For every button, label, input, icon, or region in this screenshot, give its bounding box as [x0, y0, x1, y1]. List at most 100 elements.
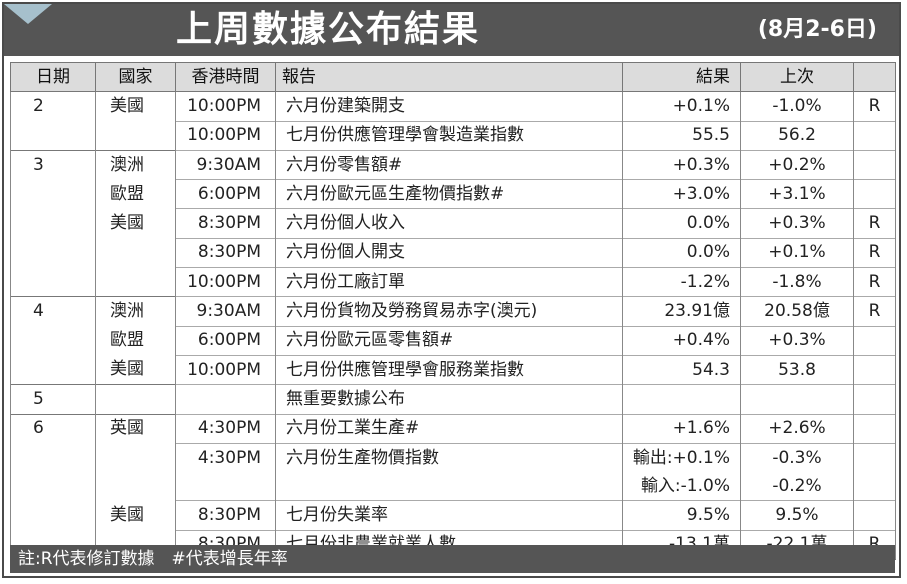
cell-date — [10, 355, 96, 385]
cell-previous — [740, 384, 854, 415]
cell-date: 6 — [10, 413, 96, 444]
cell-country — [95, 443, 176, 473]
cell-result: 輸出:+0.1% — [622, 442, 741, 473]
cell-revised — [853, 442, 896, 473]
table-row: 輸入:-1.0% -0.2% — [10, 472, 896, 501]
cell-date — [10, 326, 96, 356]
cell-country — [95, 384, 176, 415]
cell-time: 8:30PM — [175, 500, 276, 531]
cell-date — [10, 267, 96, 297]
cell-date — [10, 443, 96, 473]
cell-revised — [853, 384, 896, 415]
table-row: 4:30PM 六月份生產物價指數 輸出:+0.1% -0.3% — [10, 442, 896, 473]
cell-revised: R — [853, 267, 896, 297]
cell-revised — [853, 354, 896, 385]
cell-time: 4:30PM — [175, 413, 276, 444]
table-row: 2 美國 10:00PM 六月份建築開支 +0.1% -1.0% R — [10, 91, 896, 122]
cell-result: +0.4% — [622, 325, 741, 356]
cell-date — [10, 121, 96, 151]
page-title: 上周數據公布結果 — [176, 9, 481, 50]
cell-time: 9:30AM — [175, 149, 276, 180]
cell-time: 6:00PM — [175, 325, 276, 356]
cell-time — [175, 472, 276, 501]
cell-previous: -0.3% — [740, 442, 854, 473]
cell-country: 澳洲 — [95, 149, 176, 180]
cell-previous: +0.2% — [740, 149, 854, 180]
cell-time: 4:30PM — [175, 442, 276, 473]
cell-time: 10:00PM — [175, 91, 276, 122]
cell-report: 七月份供應管理學會製造業指數 — [275, 120, 623, 151]
col-header-report: 報告 — [275, 61, 623, 93]
date-range: (8月2-6日) — [757, 17, 877, 42]
table-row: 美國 8:30PM 六月份個人收入 0.0% +0.3% R — [10, 208, 896, 239]
cell-revised: R — [853, 237, 896, 268]
cell-country: 美國 — [95, 91, 176, 122]
cell-revised: R — [853, 296, 896, 327]
cell-revised — [853, 472, 896, 501]
cell-previous: +0.1% — [740, 237, 854, 268]
cell-result: 55.5 — [622, 120, 741, 151]
cell-result: 0.0% — [622, 237, 741, 268]
cell-time: 10:00PM — [175, 354, 276, 385]
cell-report: 六月份生產物價指數 — [275, 442, 623, 473]
cell-revised: R — [853, 91, 896, 122]
cell-date: 5 — [10, 384, 96, 415]
cell-result — [622, 384, 741, 415]
cell-report: 六月份歐元區生產物價指數# — [275, 179, 623, 209]
cell-report: 六月份貨物及勞務貿易赤字(澳元) — [275, 296, 623, 327]
cell-result: 9.5% — [622, 500, 741, 531]
cell-time: 10:00PM — [175, 120, 276, 151]
corner-triangle-icon — [4, 4, 52, 24]
table-row: 歐盟 6:00PM 六月份歐元區生產物價指數# +3.0% +3.1% — [10, 179, 896, 209]
cell-previous: +2.6% — [740, 413, 854, 444]
cell-report: 六月份工廠訂單 — [275, 267, 623, 297]
cell-report: 無重要數據公布 — [275, 384, 623, 415]
cell-country — [95, 472, 176, 501]
cell-previous: 9.5% — [740, 500, 854, 531]
table-row: 10:00PM 六月份工廠訂單 -1.2% -1.8% R — [10, 267, 896, 297]
col-header-hk-time: 香港時間 — [175, 61, 276, 93]
cell-revised — [853, 325, 896, 356]
table-row: 美國 10:00PM 七月份供應管理學會服務業指數 54.3 53.8 — [10, 354, 896, 385]
table-row: 4 澳洲 9:30AM 六月份貨物及勞務貿易赤字(澳元) 23.91億 20.58億 R — [10, 296, 896, 327]
col-header-result: 結果 — [622, 61, 741, 93]
cell-previous: -1.0% — [740, 91, 854, 122]
cell-country: 歐盟 — [95, 326, 176, 356]
cell-report: 七月份供應管理學會服務業指數 — [275, 354, 623, 385]
cell-result: 54.3 — [622, 354, 741, 385]
col-header-previous: 上次 — [740, 61, 854, 93]
cell-country — [95, 238, 176, 268]
cell-report: 七月份失業率 — [275, 500, 623, 531]
col-header-revised — [853, 61, 896, 93]
table-row: 8:30PM 六月份個人開支 0.0% +0.1% R — [10, 237, 896, 268]
cell-country: 英國 — [95, 413, 176, 444]
cell-date: 2 — [10, 91, 96, 122]
cell-country: 歐盟 — [95, 179, 176, 209]
cell-previous: +0.3% — [740, 208, 854, 239]
cell-date — [10, 179, 96, 209]
cell-revised: R — [853, 208, 896, 239]
cell-result: 23.91億 — [622, 296, 741, 327]
cell-country — [95, 121, 176, 151]
cell-previous: -0.2% — [740, 472, 854, 501]
cell-previous: -1.8% — [740, 267, 854, 297]
cell-time: 6:00PM — [175, 179, 276, 209]
cell-previous: +0.3% — [740, 325, 854, 356]
cell-date — [10, 472, 96, 501]
cell-revised — [853, 149, 896, 180]
table-row: 6 英國 4:30PM 六月份工業生產# +1.6% +2.6% — [10, 413, 896, 444]
cell-report: 六月份歐元區零售額# — [275, 325, 623, 356]
cell-revised — [853, 120, 896, 151]
cell-report: 六月份個人收入 — [275, 208, 623, 239]
cell-date — [10, 500, 96, 531]
cell-date: 4 — [10, 296, 96, 327]
cell-result: +0.3% — [622, 149, 741, 180]
table-header-row: 日期 國家 香港時間 報告 結果 上次 — [10, 61, 896, 93]
cell-previous: 56.2 — [740, 120, 854, 151]
table-row: 歐盟 6:00PM 六月份歐元區零售額# +0.4% +0.3% — [10, 325, 896, 356]
col-header-date: 日期 — [10, 61, 96, 93]
cell-revised — [853, 413, 896, 444]
table-row: 3 澳洲 9:30AM 六月份零售額# +0.3% +0.2% — [10, 149, 896, 180]
cell-revised — [853, 500, 896, 531]
cell-result: +3.0% — [622, 179, 741, 209]
